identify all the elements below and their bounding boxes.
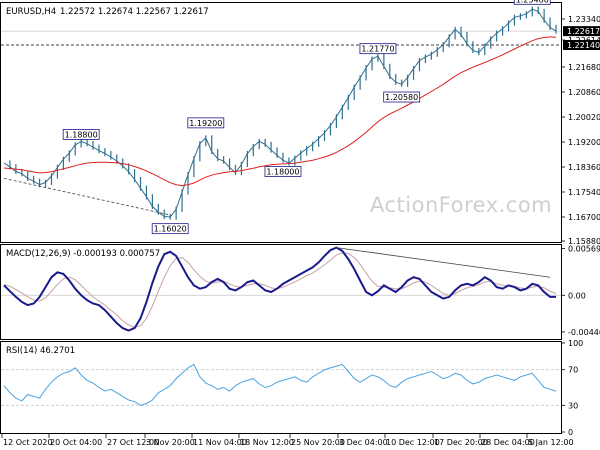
price-label-box bbox=[264, 166, 302, 177]
price-label-box bbox=[513, 0, 551, 5]
x-axis-tick-label: 12 Oct 2020 bbox=[3, 438, 52, 447]
x-axis-tick-label: 11 Nov 04:00 bbox=[193, 438, 247, 447]
price-y-tick-label: 1.20860 bbox=[568, 88, 600, 97]
price-y-axis: 1.233401.226141.216801.208601.200201.192… bbox=[561, 15, 600, 246]
price-label-box bbox=[62, 129, 100, 140]
price-label: 1.21770 bbox=[361, 45, 394, 54]
current-price-tag bbox=[563, 26, 600, 37]
x-axis-tick-label: 20 Oct 04:00 bbox=[50, 438, 102, 447]
x-axis-tick-label: 28 Dec 04:00 bbox=[481, 438, 535, 447]
rsi-y-tick-label: 0 bbox=[568, 428, 573, 437]
watermark: ActionForex.com bbox=[370, 193, 552, 217]
price-label: 1.18800 bbox=[65, 130, 98, 139]
price-label: 1.20580 bbox=[385, 93, 418, 102]
price-y-tick-label: 1.17540 bbox=[568, 188, 600, 197]
rsi-y-tick-label: 70 bbox=[568, 366, 578, 375]
macd-panel-frame bbox=[0, 244, 562, 340]
x-axis-tick-label: 27 Oct 12:00 bbox=[107, 438, 159, 447]
level-tag bbox=[563, 39, 600, 50]
price-y-tick-label: 1.21680 bbox=[568, 63, 600, 72]
x-axis-tick-label: 3 Dec 04:00 bbox=[339, 438, 388, 447]
price-panel-title-symbol: EURUSD,H4 bbox=[6, 7, 56, 17]
price-label: 1.16020 bbox=[154, 225, 187, 234]
x-axis-tick-label: 18 Nov 12:00 bbox=[240, 438, 294, 447]
x-axis-tick-label: 5 Jan 12:00 bbox=[528, 438, 574, 447]
price-label-box bbox=[383, 91, 421, 103]
x-axis-tick-label: 25 Nov 20:00 bbox=[291, 438, 345, 447]
price-y-tick-label: 1.15880 bbox=[568, 237, 600, 246]
macd-y-tick-label: -0.00446 bbox=[568, 328, 600, 337]
macd-y-tick-label: 0.00569 bbox=[568, 245, 600, 254]
macd-signal-line bbox=[3, 252, 557, 328]
rsi-panel-series bbox=[1, 363, 561, 406]
x-axis-tick-label: 10 Dec 12:00 bbox=[386, 438, 440, 447]
price-label-box bbox=[151, 223, 189, 235]
rsi-y-tick-label: 100 bbox=[568, 339, 583, 348]
macd-y-tick-label: 0.00 bbox=[568, 291, 586, 300]
moving-average-line bbox=[3, 36, 557, 187]
price-label: 1.19200 bbox=[189, 119, 222, 128]
macd-panel-title: MACD(12,26,9) -0.000193 0.000757 bbox=[6, 249, 160, 259]
rsi-line bbox=[3, 363, 557, 406]
rsi-panel-frame bbox=[0, 341, 562, 434]
rsi-y-tick-label: 30 bbox=[568, 401, 578, 410]
price-y-tick-label: 1.23340 bbox=[568, 15, 600, 24]
price-y-tick-label: 1.18360 bbox=[568, 163, 600, 172]
macd-trendline bbox=[336, 247, 551, 278]
price-series-line bbox=[3, 8, 557, 218]
price-annotations: 1.18800 1.16020 1.19200 1.18000 1.21770 1.205… bbox=[62, 0, 551, 235]
macd-panel-series bbox=[1, 246, 561, 332]
price-y-tick-label: 1.20020 bbox=[568, 113, 600, 122]
macd-line bbox=[3, 246, 556, 332]
price-panel-frame bbox=[0, 2, 562, 243]
rsi-panel-title: RSI(14) 46.2701 bbox=[6, 346, 75, 356]
price-panel-series bbox=[3, 6, 557, 220]
rsi-y-axis: 100 70 30 0 bbox=[561, 339, 583, 437]
price-label-box bbox=[187, 117, 225, 129]
price-y-tick-label: 1.16700 bbox=[568, 213, 600, 222]
macd-y-axis: 0.00569 0.00 -0.00446 bbox=[561, 245, 600, 337]
x-axis-tick-label: 3 Nov 20:00 bbox=[146, 438, 195, 447]
current-price-tag-label: 1.22617 bbox=[567, 27, 600, 36]
price-panel-title-ohlc: 1.22572 1.22674 1.22567 1.22617 bbox=[60, 7, 209, 17]
price-label: 1.18000 bbox=[266, 168, 299, 177]
price-label-box bbox=[359, 43, 397, 55]
level-tag-label: 1.22140 bbox=[567, 41, 600, 50]
x-axis-tick-label: 17 Dec 20:00 bbox=[434, 438, 488, 447]
price-trendline bbox=[3, 177, 171, 216]
price-label: 1.23480 bbox=[516, 0, 549, 4]
price-y-tick-label: 1.19200 bbox=[568, 138, 600, 147]
